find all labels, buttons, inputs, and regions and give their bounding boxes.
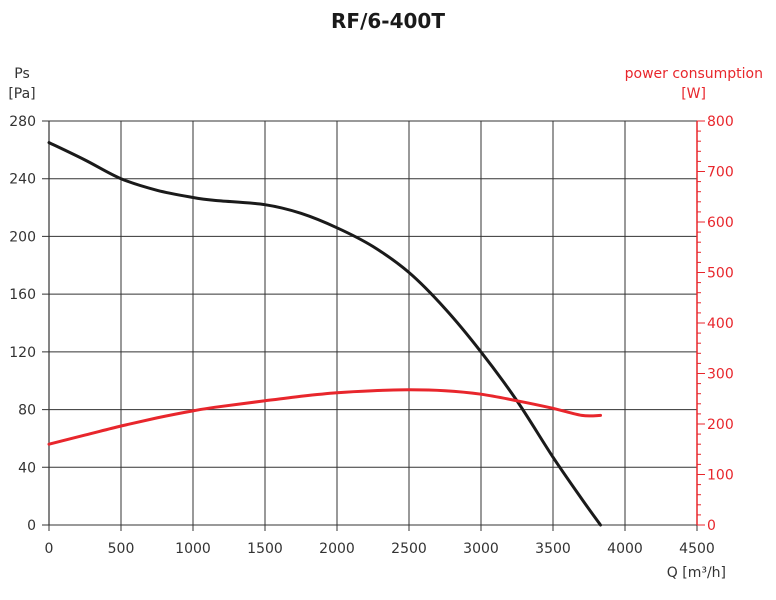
x-tick-label: 1000 [175,541,211,557]
static-pressure-line [47,141,602,527]
power-consumption-line [47,388,602,446]
y-tick-label: 160 [9,287,36,303]
chart-title: RF/6-400T [331,9,445,33]
y2-tick-label: 0 [707,518,716,534]
y2-axis-label-name: power consumption [625,66,763,82]
y2-tick-label: 800 [707,114,734,130]
y2-tick-label: 200 [707,417,734,433]
x-tick-label: 2500 [391,541,427,557]
x-tick-label: 4000 [607,541,643,557]
y2-axis-label-unit: [W] [681,86,706,102]
y-tick-label: 40 [18,460,36,476]
y-axis-label-unit: [Pa] [8,86,35,102]
x-tick-label: 2000 [319,541,355,557]
y2-tick-label: 100 [707,468,734,484]
y-axis-ticks: 0 40 80 120 160 200 240 280 [9,114,36,534]
x-tick-label: 1500 [247,541,283,557]
y-tick-label: 240 [9,172,36,188]
y2-tick-label: 700 [707,165,734,181]
y-tick-label: 0 [27,518,36,534]
x-tick-label: 0 [45,541,54,557]
series-group [47,141,602,527]
y-axis-label-name: Ps [14,66,30,82]
x-axis-label: Q [m³/h] [667,565,726,581]
y2-tick-label: 500 [707,266,734,282]
y-tick-label: 200 [9,229,36,245]
grid [42,120,705,531]
x-tick-label: 3500 [535,541,571,557]
y2-tick-label: 600 [707,215,734,231]
y2-tick-label: 300 [707,367,734,383]
x-axis-ticks: 0 500 1000 1500 2000 2500 3000 3500 4000 4500 [45,541,715,557]
x-tick-label: 3000 [463,541,499,557]
y-tick-label: 80 [18,403,36,419]
x-tick-label: 4500 [679,541,715,557]
y-tick-label: 280 [9,114,36,130]
x-tick-label: 500 [108,541,135,557]
y2-axis-ticks: 0 100 200 300 400 500 600 700 800 [707,114,734,534]
y2-tick-label: 400 [707,316,734,332]
y-tick-label: 120 [9,345,36,361]
